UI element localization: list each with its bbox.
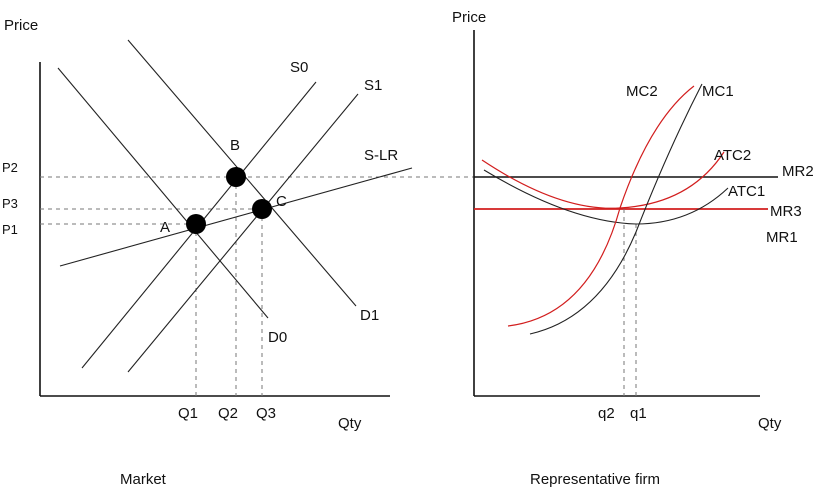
long-run-supply-curve (59, 167, 413, 267)
firm-y-axis-label: Price (452, 9, 486, 26)
q2-label: Q2 (218, 405, 238, 422)
firm-panel: Price Qty Representative firm MC2 MC1 AT… (452, 9, 814, 488)
atc2-label: ATC2 (714, 147, 751, 164)
demand-curve-d0 (57, 67, 269, 319)
market-panel: Price Qty Market S0 S1 S-LR D0 D1 A B C … (2, 17, 478, 488)
atc1-curve (483, 169, 729, 225)
s0-label: S0 (290, 59, 308, 76)
point-a-label: A (160, 219, 170, 236)
q2-firm-label: q2 (598, 405, 615, 422)
p3-label: P3 (2, 196, 18, 211)
slr-label: S-LR (364, 147, 398, 164)
mc2-label: MC2 (626, 83, 658, 100)
mr2-label: MR2 (782, 163, 814, 180)
equilibrium-point-b (226, 167, 246, 187)
equilibrium-point-c (252, 199, 272, 219)
point-b-label: B (230, 137, 240, 154)
p1-label: P1 (2, 222, 18, 237)
firm-x-axis-label: Qty (758, 415, 782, 432)
mc1-label: MC1 (702, 83, 734, 100)
d0-label: D0 (268, 329, 287, 346)
supply-curve-s1 (127, 93, 359, 373)
p2-label: P2 (2, 160, 18, 175)
d1-label: D1 (360, 307, 379, 324)
s1-label: S1 (364, 77, 382, 94)
atc1-label: ATC1 (728, 183, 765, 200)
firm-caption: Representative firm (530, 471, 660, 488)
mr3-label: MR3 (770, 203, 802, 220)
q1-label: Q1 (178, 405, 198, 422)
atc2-curve (481, 151, 725, 209)
market-caption: Market (120, 471, 167, 488)
mr1-label: MR1 (766, 229, 798, 246)
mc1-curve (529, 83, 703, 335)
mc2-curve (507, 85, 695, 327)
market-y-axis-label: Price (4, 17, 38, 34)
market-x-axis-label: Qty (338, 415, 362, 432)
equilibrium-point-a (186, 214, 206, 234)
q1-firm-label: q1 (630, 405, 647, 422)
q3-label: Q3 (256, 405, 276, 422)
point-c-label: C (276, 193, 287, 210)
